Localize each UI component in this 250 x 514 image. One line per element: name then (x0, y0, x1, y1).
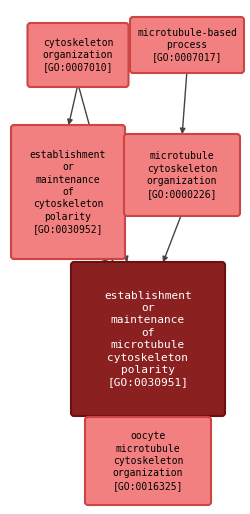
FancyBboxPatch shape (28, 23, 128, 87)
Text: establishment
or
maintenance
of
cytoskeleton
polarity
[GO:0030952]: establishment or maintenance of cytoskel… (30, 150, 106, 234)
Text: oocyte
microtubule
cytoskeleton
organization
[GO:0016325]: oocyte microtubule cytoskeleton organiza… (112, 431, 182, 491)
Text: cytoskeleton
organization
[GO:0007010]: cytoskeleton organization [GO:0007010] (42, 38, 113, 72)
FancyBboxPatch shape (130, 17, 243, 73)
FancyBboxPatch shape (124, 134, 239, 216)
Text: microtubule
cytoskeleton
organization
[GO:0000226]: microtubule cytoskeleton organization [G… (146, 152, 216, 198)
FancyBboxPatch shape (71, 262, 224, 416)
FancyBboxPatch shape (11, 125, 124, 259)
FancyBboxPatch shape (85, 417, 210, 505)
Text: establishment
or
maintenance
of
microtubule
cytoskeleton
polarity
[GO:0030951]: establishment or maintenance of microtub… (104, 290, 191, 388)
Text: microtubule-based
process
[GO:0007017]: microtubule-based process [GO:0007017] (136, 28, 236, 62)
